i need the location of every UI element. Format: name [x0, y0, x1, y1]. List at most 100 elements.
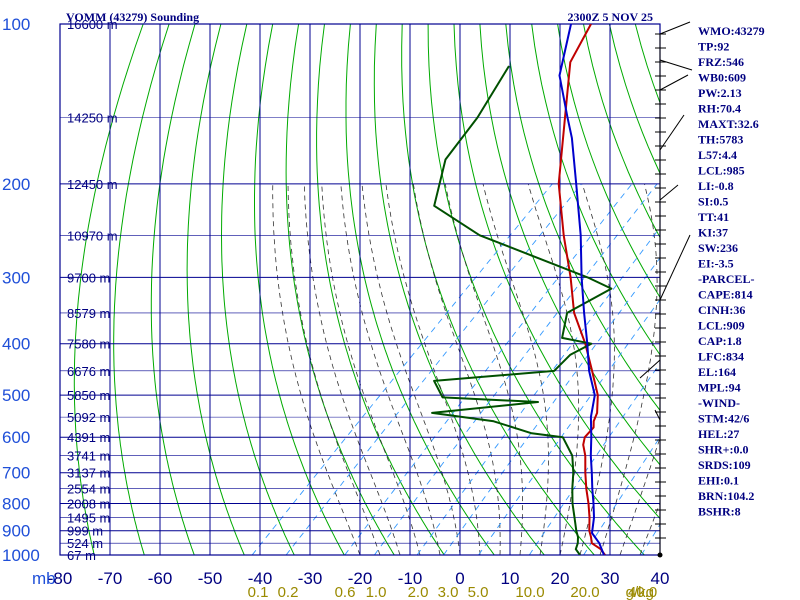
pressure-tick-label: 900: [2, 522, 30, 541]
mixing-ratio-label: 0.6: [335, 584, 356, 600]
index-label: WMO:43279: [698, 24, 765, 38]
temperature-tick-label: -20: [348, 569, 373, 588]
mixing-ratio-label: 3.0: [438, 584, 459, 600]
grid: [59, 23, 661, 556]
height-tick-label: 7580 m: [67, 337, 110, 352]
mixing-ratio-label: 20.0: [570, 584, 599, 600]
wind-barb: [659, 184, 679, 201]
temperature-tick-label: 0: [455, 569, 464, 588]
pressure-tick-label: 600: [2, 428, 30, 447]
index-label: PW:2.13: [698, 86, 742, 100]
temperature-tick-label: 10: [501, 569, 520, 588]
height-tick-label: 524 m: [67, 536, 103, 551]
index-label: BRN:104.2: [698, 489, 754, 503]
index-label: CINH:36: [698, 303, 745, 317]
mixing-ratio-label: 0.1: [248, 584, 269, 600]
height-tick-label: 16600 m: [67, 17, 118, 32]
index-label: LFC:834: [698, 350, 744, 364]
pressure-tick-label: 500: [2, 386, 30, 405]
height-tick-label: 3137 m: [67, 466, 110, 481]
pressure-tick-label: 700: [2, 464, 30, 483]
pressure-tick-label: 300: [2, 268, 30, 287]
index-label: LCL:985: [698, 164, 745, 178]
temperature-tick-label: -50: [198, 569, 223, 588]
wind-barb: [659, 74, 689, 91]
height-tick-label: 5092 m: [67, 410, 110, 425]
height-tick-label: 10970 m: [67, 228, 118, 243]
parcel-profile: [558, 24, 605, 555]
pressure-unit-label: mb: [32, 569, 56, 588]
height-tick-label: 3741 m: [67, 449, 110, 464]
wind-barb: [659, 21, 691, 35]
height-tick-label: 2554 m: [67, 482, 110, 497]
mixing-ratio-label: 0.2: [278, 584, 299, 600]
index-label: EI:-3.5: [698, 257, 734, 271]
height-tick-label: 1495 m: [67, 511, 110, 526]
pressure-tick-label: 100: [2, 15, 30, 34]
index-label: SHR+:0.0: [698, 443, 749, 457]
index-label: STM:42/6: [698, 412, 749, 426]
height-tick-label: 12450 m: [67, 177, 118, 192]
index-label: BSHR:8: [698, 505, 741, 519]
mixing-ratio-label: 1.0: [366, 584, 387, 600]
height-tick-label: 14250 m: [67, 111, 118, 126]
index-label: LCL:909: [698, 319, 745, 333]
wind-surface-marker: [657, 552, 663, 558]
pressure-tick-label: 400: [2, 335, 30, 354]
temperature-tick-label: -80: [48, 569, 73, 588]
index-label: SW:236: [698, 241, 738, 255]
index-label: -WIND-: [698, 396, 740, 410]
height-tick-label: 2008 m: [67, 497, 110, 512]
height-tick-label: 5850 m: [67, 388, 110, 403]
mixing-ratio-unit: g/kg: [626, 584, 654, 600]
index-label: FRZ:546: [698, 55, 744, 69]
mixing-ratio-label: 5.0: [468, 584, 489, 600]
index-label: TH:5783: [698, 133, 743, 147]
index-label: SRDS:109: [698, 458, 751, 472]
index-label: SI:0.5: [698, 195, 728, 209]
pressure-tick-label: 800: [2, 495, 30, 514]
index-label: MAXT:32.6: [698, 117, 759, 131]
chart-datetime: 2300Z 5 NOV 25: [568, 10, 653, 24]
temperature-tick-label: -40: [248, 569, 273, 588]
mixing-ratio-label: 2.0: [408, 584, 429, 600]
height-tick-label: 4391 m: [67, 430, 110, 445]
wind-barb: [654, 409, 661, 421]
wind-barb: [639, 359, 661, 379]
index-label: RH:70.4: [698, 102, 741, 116]
temperature-tick-label: -70: [98, 569, 123, 588]
mixing-ratio-label: 10.0: [515, 584, 544, 600]
temperature-tick-label: 20: [551, 569, 570, 588]
index-label: HEL:27: [698, 427, 739, 441]
height-tick-label: 67 m: [67, 548, 96, 563]
chart-title: VOMM (43279) Sounding: [66, 10, 199, 24]
index-label: L57:4.4: [698, 148, 737, 162]
mixing-ratio-label: 40.0: [628, 584, 657, 600]
index-label: -PARCEL-: [698, 272, 754, 286]
index-label: EHI:0.1: [698, 474, 739, 488]
index-label: WB0:609: [698, 71, 746, 85]
temperature-tick-label: -10: [398, 569, 423, 588]
pressure-tick-label: 1000: [2, 546, 40, 565]
index-label: MPL:94: [698, 381, 741, 395]
index-label: LI:-0.8: [698, 179, 734, 193]
sounding-profiles: [431, 24, 613, 555]
wind-barb: [659, 234, 691, 301]
temperature-tick-label: -60: [148, 569, 173, 588]
temperature-tick-label: -30: [298, 569, 323, 588]
index-label: TT:41: [698, 210, 729, 224]
height-tick-label: 999 m: [67, 524, 103, 539]
index-label: CAPE:814: [698, 288, 753, 302]
pressure-tick-label: 200: [2, 175, 30, 194]
height-tick-label: 9700 m: [67, 270, 110, 285]
temperature-profile: [557, 24, 606, 555]
wind-barb: [659, 59, 693, 71]
wind-barb: [659, 114, 685, 151]
dewpoint-profile: [431, 65, 613, 555]
index-label: CAP:1.8: [698, 334, 742, 348]
temperature-tick-label: 40: [651, 569, 670, 588]
